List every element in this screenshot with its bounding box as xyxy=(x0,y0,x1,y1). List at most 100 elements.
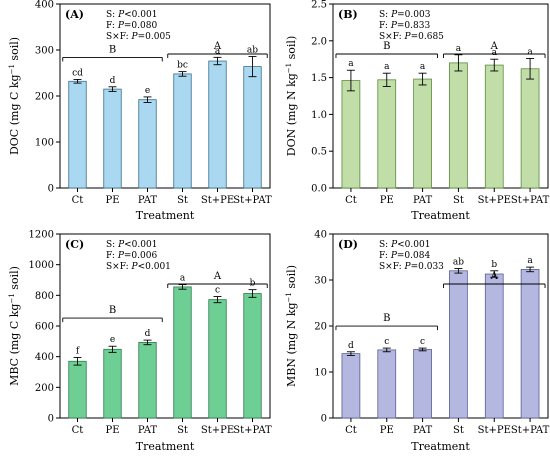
group-label: A xyxy=(490,271,499,282)
significance-letter: a xyxy=(527,47,533,57)
bar xyxy=(103,88,122,189)
y-tick-label: 400 xyxy=(35,0,54,11)
stat-text: F: P=0.006 xyxy=(106,251,157,261)
bar xyxy=(243,66,262,189)
stat-text-part: P xyxy=(117,240,125,250)
stat-text: S: P=0.003 xyxy=(379,10,431,20)
x-tick-label: PE xyxy=(105,195,119,206)
x-tick-label: St+PAT xyxy=(511,425,550,436)
y-axis-label: DON (mg N kg−1 soil) xyxy=(285,36,298,156)
bar xyxy=(68,360,87,419)
panel-label: (B) xyxy=(338,8,358,21)
x-tick-label: Ct xyxy=(345,425,357,436)
panel-label: (C) xyxy=(65,238,84,251)
y-tick-label: 600 xyxy=(35,322,54,333)
significance-letter: d xyxy=(348,341,354,351)
significance-letter: f xyxy=(76,346,80,356)
x-tick-label: PE xyxy=(380,425,394,436)
stat-text-part: P xyxy=(117,10,125,20)
stat-text: F: P=0.833 xyxy=(379,21,430,31)
stat-text-part: S×F: xyxy=(106,32,132,42)
y-tick-label: 1000 xyxy=(29,260,54,271)
stat-text: S: P<0.001 xyxy=(106,10,157,20)
stat-text-part: <0.001 xyxy=(397,240,430,250)
stat-text-part: P xyxy=(404,32,412,42)
group-label: A xyxy=(213,41,222,52)
significance-letter: e xyxy=(110,335,115,345)
stat-text-part: P xyxy=(131,262,139,272)
x-tick-label: PE xyxy=(380,195,394,206)
bar xyxy=(208,60,227,189)
x-tick-label: PAT xyxy=(138,195,157,206)
y-tick-label: 300 xyxy=(35,46,54,57)
x-axis-label: Treatment xyxy=(136,209,195,222)
group-label: B xyxy=(109,44,116,55)
y-tick-label: 1200 xyxy=(29,230,54,241)
bar xyxy=(138,342,157,419)
x-tick-label: St+PAT xyxy=(233,425,272,436)
y-tick-label: 2.0 xyxy=(311,36,327,47)
x-tick-label: PE xyxy=(105,425,119,436)
bar xyxy=(484,64,504,189)
y-axis-label-group: DON (mg N kg−1 soil) xyxy=(285,36,298,156)
y-axis-label-part: DOC (mg C kg xyxy=(8,74,21,155)
y-tick-label: 40 xyxy=(314,230,327,241)
significance-letter: c xyxy=(384,337,389,347)
bar xyxy=(449,62,468,189)
x-tick-label: PAT xyxy=(413,195,432,206)
bar xyxy=(173,73,192,189)
chart-panel-2: 0.0 0.5 1.0 1.5 2.0 2.5 a Ct a PE a PAT a St a St+PE a St… xyxy=(285,0,550,222)
significance-letter: d xyxy=(110,76,116,86)
stat-text: S×F: P=0.685 xyxy=(379,32,444,42)
stat-text-part: =0.080 xyxy=(124,21,158,31)
bar xyxy=(377,349,397,419)
x-tick-label: St+PAT xyxy=(511,195,550,206)
x-tick-label: St+PAT xyxy=(233,195,272,206)
panel-label: (A) xyxy=(65,8,84,21)
y-axis-label-part: soil) xyxy=(285,265,298,292)
stat-text-part: S: xyxy=(379,10,391,20)
x-tick-label: St+PE xyxy=(201,195,234,206)
stat-text: F: P=0.080 xyxy=(106,21,157,31)
x-tick-label: St+PE xyxy=(201,425,234,436)
stat-text-part: =0.033 xyxy=(411,262,445,272)
y-tick-label: 100 xyxy=(35,138,54,149)
stat-text-part: =0.003 xyxy=(397,10,431,20)
stat-text: F: P=0.084 xyxy=(379,251,430,261)
chart-panel-4: 0 10 20 30 40 d Ct c PE c PAT ab St b St+PE a St+PAT B A (D… xyxy=(285,230,550,454)
y-tick-label: 200 xyxy=(35,383,54,394)
stat-text-part: P xyxy=(390,21,398,31)
y-tick-label: 0 xyxy=(48,184,54,195)
y-tick-label: 1.5 xyxy=(311,73,327,84)
bar xyxy=(449,270,468,419)
x-axis-label: Treatment xyxy=(411,440,470,453)
x-tick-label: St xyxy=(453,195,464,206)
stat-text-part: <0.001 xyxy=(124,10,157,20)
y-tick-label: 200 xyxy=(35,92,54,103)
group-label: B xyxy=(383,41,390,52)
y-tick-label: 0.5 xyxy=(311,147,327,158)
bar xyxy=(377,79,397,189)
bar xyxy=(341,353,361,419)
significance-letter: e xyxy=(145,86,150,96)
y-tick-label: 1.0 xyxy=(311,110,327,121)
x-tick-label: Ct xyxy=(72,195,84,206)
stat-text-part: S×F: xyxy=(379,262,405,272)
stat-text-part: P xyxy=(404,262,412,272)
y-tick-label: 20 xyxy=(314,322,327,333)
y-axis-label: DOC (mg C kg−1 soil) xyxy=(8,37,21,155)
y-axis-label-part: MBC (mg C kg xyxy=(8,304,21,386)
y-tick-label: 0.0 xyxy=(311,184,327,195)
bar xyxy=(103,348,122,419)
significance-letter: ab xyxy=(247,45,258,55)
stat-text-part: <0.001 xyxy=(138,262,171,272)
x-tick-label: St+PE xyxy=(478,425,511,436)
y-tick-label: 30 xyxy=(314,276,327,287)
stat-text-part: S: xyxy=(379,240,391,250)
y-tick-label: 800 xyxy=(35,291,54,302)
y-axis-label-part: DON (mg N kg xyxy=(285,73,298,156)
significance-letter: a xyxy=(348,59,354,69)
bar xyxy=(520,68,540,189)
y-axis-label-part: soil) xyxy=(8,266,21,293)
